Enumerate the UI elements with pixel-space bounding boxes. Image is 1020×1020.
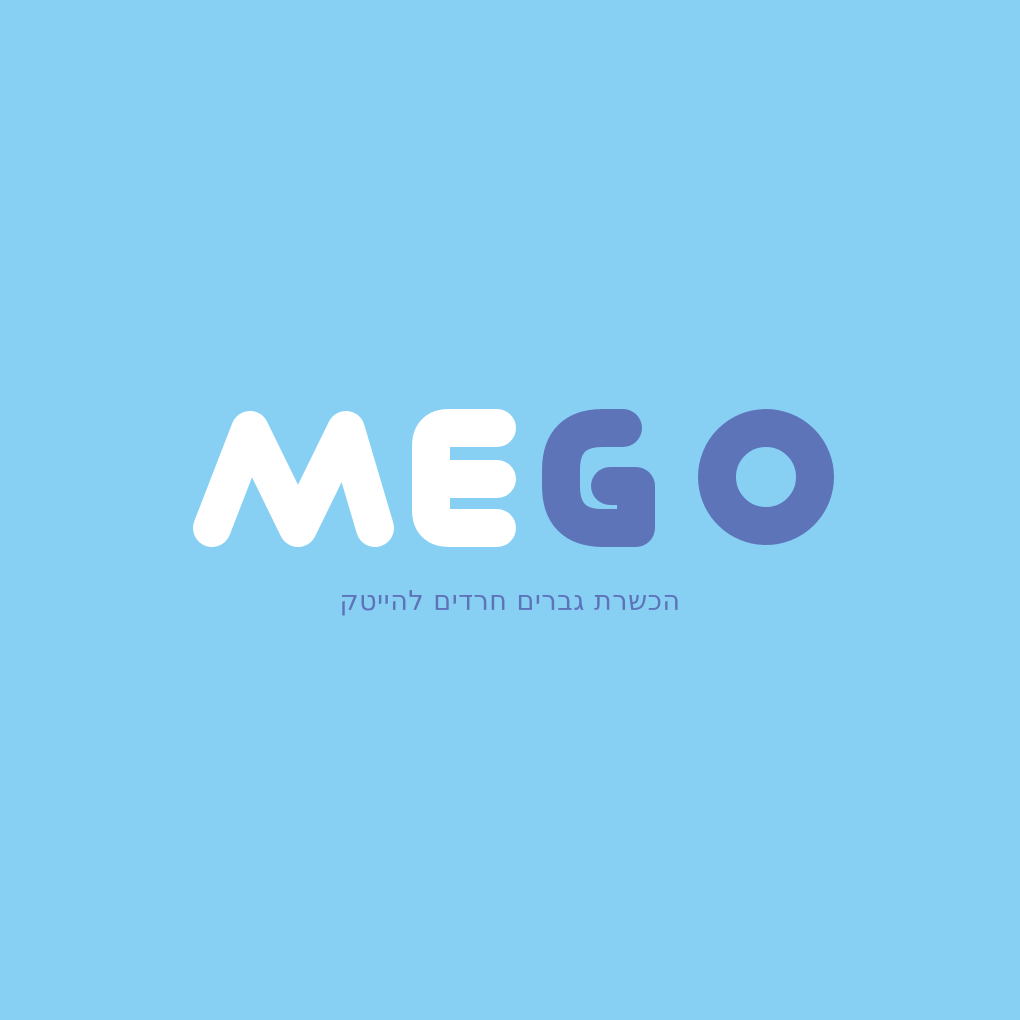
logo-letter-m: [193, 411, 394, 547]
logo-letter-o: [698, 409, 834, 545]
logo-letter-e: [412, 409, 516, 547]
logo-letter-g: [542, 409, 655, 547]
tagline: הכשרת גברים חרדים להייטק: [339, 586, 681, 617]
